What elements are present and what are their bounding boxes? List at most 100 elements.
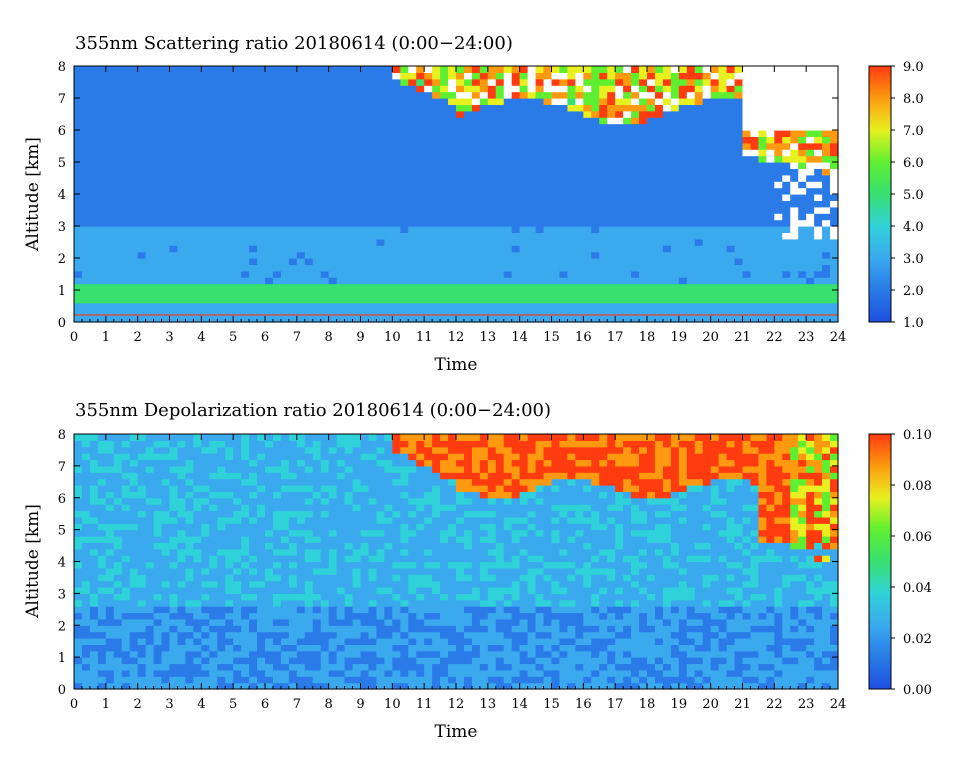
heatmap-cell [137, 155, 147, 163]
heatmap-cell [734, 155, 744, 163]
heatmap-cell [639, 117, 648, 125]
heatmap-cell [814, 213, 823, 221]
x-tick-label: 11 [416, 330, 433, 345]
heatmap-cell [249, 682, 258, 690]
heatmap-cell [448, 315, 457, 323]
heatmap-cell [631, 155, 640, 163]
heatmap-cell [758, 270, 767, 278]
heatmap-cell [74, 523, 83, 531]
heatmap-cell [551, 181, 561, 189]
heatmap-cell [201, 669, 210, 677]
heatmap-cell [217, 270, 226, 278]
heatmap-cell [654, 162, 664, 169]
heatmap-cell [233, 142, 242, 150]
heatmap-cell [177, 555, 187, 563]
heatmap-cell [74, 529, 83, 537]
heatmap-cell [137, 78, 147, 86]
heatmap-cell [81, 136, 91, 144]
heatmap-cell [217, 98, 226, 105]
heatmap-cell [97, 446, 107, 454]
heatmap-cell [296, 238, 306, 246]
heatmap-cell [137, 72, 147, 80]
heatmap-cell [328, 283, 338, 291]
heatmap-cell [272, 149, 282, 157]
heatmap-cell [201, 580, 210, 588]
heatmap-cell [169, 85, 179, 93]
heatmap-cell [615, 98, 624, 105]
heatmap-cell [161, 574, 171, 582]
heatmap-cell [209, 200, 218, 208]
heatmap-cell [89, 130, 99, 137]
heatmap-cell [750, 238, 760, 246]
heatmap-cell [702, 104, 712, 112]
heatmap-cell [654, 174, 664, 182]
heatmap-cell [241, 219, 250, 227]
heatmap-cell [368, 130, 378, 137]
heatmap-cell [551, 117, 561, 125]
heatmap-cell [153, 555, 163, 563]
heatmap-cell [296, 232, 306, 240]
heatmap-cell [368, 213, 378, 221]
heatmap-cell [734, 251, 744, 259]
heatmap-cell [718, 309, 728, 317]
heatmap-cell [153, 206, 163, 214]
heatmap-cell [798, 104, 807, 112]
heatmap-cell [145, 453, 155, 461]
heatmap-cell [217, 309, 226, 317]
heatmap-cell [177, 516, 187, 524]
heatmap-cell [440, 66, 449, 73]
heatmap-cell [503, 174, 513, 182]
heatmap-cell [750, 123, 760, 131]
heatmap-cell [591, 270, 600, 278]
heatmap-cell [830, 110, 839, 118]
heatmap-cell [249, 213, 258, 221]
heatmap-cell [654, 213, 664, 221]
heatmap-cell [105, 251, 115, 259]
heatmap-cell [121, 206, 131, 214]
heatmap-cell [121, 676, 131, 684]
heatmap-cell [774, 213, 783, 221]
heatmap-cell [806, 91, 815, 99]
heatmap-cell [137, 440, 147, 448]
heatmap-cell [145, 200, 155, 208]
heatmap-cell [726, 206, 736, 214]
heatmap-cell [185, 78, 194, 86]
heatmap-cell [392, 302, 401, 310]
heatmap-cell [217, 72, 226, 80]
heatmap-cell [249, 283, 258, 291]
heatmap-cell [217, 290, 226, 297]
heatmap-cell [686, 309, 696, 317]
heatmap-cell [257, 625, 266, 633]
heatmap-cell [312, 226, 322, 233]
heatmap-cell [710, 270, 720, 278]
heatmap-cell [487, 104, 497, 112]
x-axis-label: Time [435, 355, 478, 375]
heatmap-cell [575, 168, 584, 176]
heatmap-cell [830, 78, 839, 86]
heatmap-cell [280, 162, 290, 169]
heatmap-cell [121, 434, 131, 441]
heatmap-cell [694, 309, 704, 317]
heatmap-cell [177, 491, 187, 499]
heatmap-cell [432, 226, 441, 233]
heatmap-cell [726, 251, 736, 259]
heatmap-cell [217, 548, 226, 556]
heatmap-cell [392, 258, 401, 265]
heatmap-cell [647, 168, 656, 176]
heatmap-cell [89, 226, 99, 233]
heatmap-cell [654, 302, 664, 310]
heatmap-cell [814, 264, 823, 272]
heatmap-cell [225, 315, 234, 323]
heatmap-cell [129, 644, 139, 652]
heatmap-cell [185, 465, 194, 473]
heatmap-cell [201, 548, 210, 556]
heatmap-cell [153, 567, 163, 575]
heatmap-cell [519, 187, 529, 195]
heatmap-cell [225, 618, 234, 626]
heatmap-cell [257, 529, 266, 537]
x-tick-label: 17 [607, 330, 624, 345]
heatmap-cell [209, 497, 218, 505]
heatmap-cell [551, 296, 561, 304]
heatmap-cell [296, 270, 306, 278]
heatmap-cell [647, 309, 656, 317]
